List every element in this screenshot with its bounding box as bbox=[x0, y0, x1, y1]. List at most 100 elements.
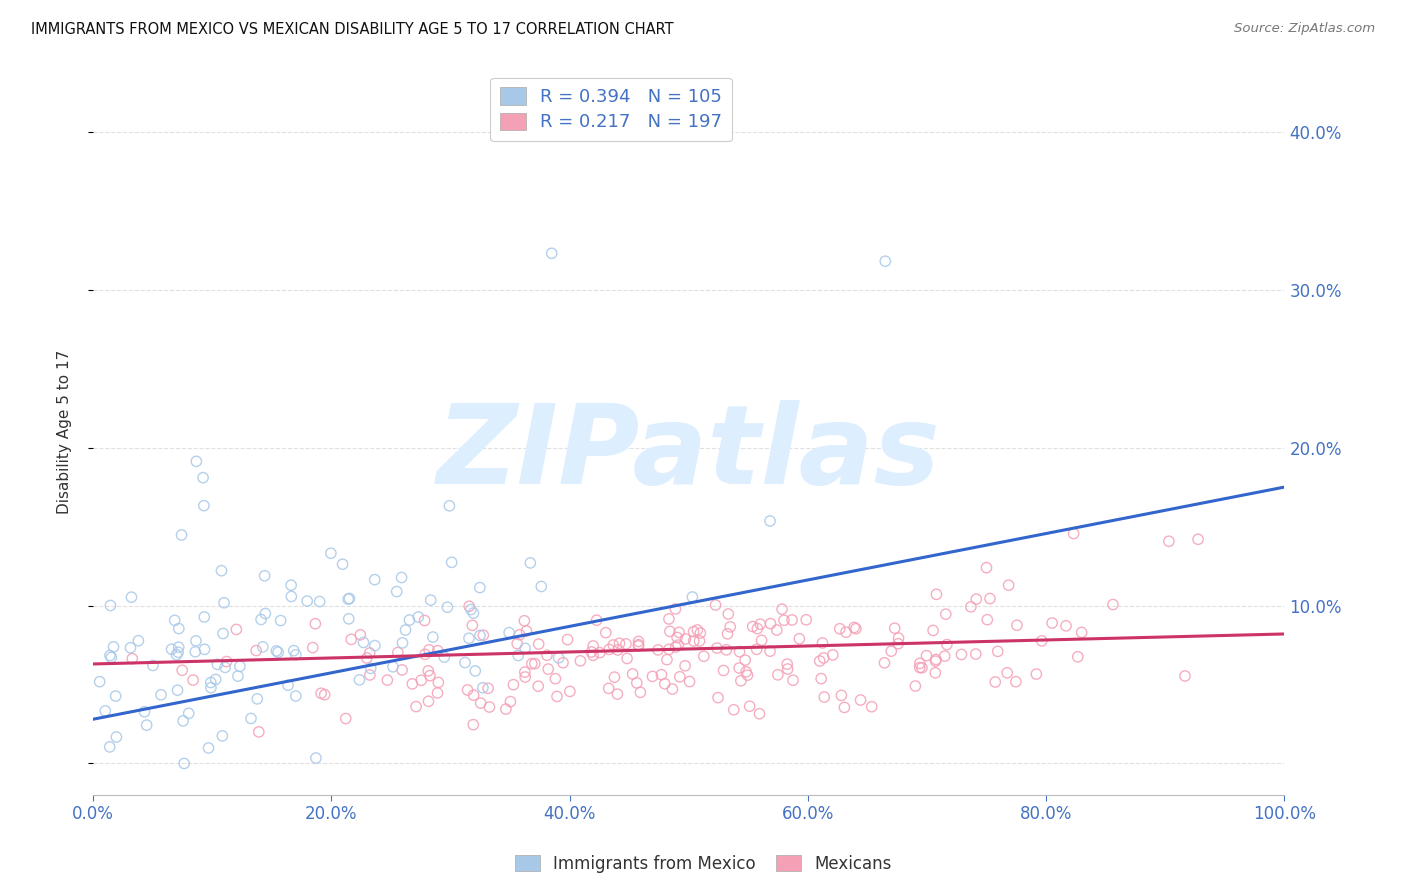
Point bbox=[530, 579, 553, 593]
Point bbox=[339, 591, 361, 606]
Point bbox=[513, 614, 536, 628]
Point bbox=[89, 674, 111, 689]
Point bbox=[595, 625, 617, 640]
Point bbox=[614, 637, 637, 651]
Point bbox=[924, 654, 946, 668]
Point bbox=[665, 640, 688, 654]
Point bbox=[682, 624, 704, 639]
Point bbox=[924, 665, 946, 680]
Point bbox=[340, 632, 363, 647]
Point bbox=[458, 632, 481, 646]
Point bbox=[284, 648, 307, 662]
Point bbox=[212, 626, 235, 640]
Point bbox=[301, 640, 323, 655]
Point bbox=[1040, 615, 1063, 630]
Point bbox=[922, 624, 945, 638]
Point bbox=[463, 688, 485, 702]
Point bbox=[728, 645, 751, 659]
Point bbox=[426, 643, 449, 657]
Point bbox=[735, 665, 758, 679]
Point bbox=[127, 633, 149, 648]
Point bbox=[468, 628, 491, 642]
Point bbox=[360, 661, 382, 675]
Point bbox=[689, 634, 711, 648]
Point bbox=[925, 652, 948, 666]
Point bbox=[834, 700, 856, 714]
Point bbox=[664, 602, 686, 616]
Point bbox=[142, 658, 165, 673]
Point bbox=[172, 663, 194, 677]
Point bbox=[734, 653, 756, 667]
Point bbox=[458, 599, 481, 614]
Point bbox=[419, 668, 441, 682]
Point bbox=[103, 640, 125, 654]
Point bbox=[759, 514, 782, 528]
Point bbox=[875, 254, 897, 268]
Point bbox=[280, 590, 302, 604]
Point bbox=[166, 648, 188, 662]
Point bbox=[364, 573, 387, 587]
Point bbox=[551, 656, 574, 670]
Point bbox=[627, 639, 650, 653]
Point bbox=[976, 613, 998, 627]
Point bbox=[773, 613, 796, 627]
Point bbox=[246, 691, 269, 706]
Point bbox=[546, 690, 568, 704]
Point bbox=[728, 661, 751, 675]
Point bbox=[606, 643, 628, 657]
Point bbox=[270, 614, 292, 628]
Point bbox=[647, 643, 669, 657]
Point bbox=[478, 700, 501, 714]
Point bbox=[606, 687, 628, 701]
Point bbox=[693, 649, 716, 664]
Point bbox=[304, 616, 326, 631]
Point bbox=[794, 613, 817, 627]
Point bbox=[314, 688, 336, 702]
Point bbox=[810, 672, 832, 686]
Point bbox=[765, 623, 787, 637]
Point bbox=[252, 640, 274, 654]
Point bbox=[904, 679, 927, 693]
Point bbox=[569, 654, 592, 668]
Point bbox=[226, 669, 249, 683]
Point bbox=[780, 613, 803, 627]
Point bbox=[741, 619, 763, 633]
Point bbox=[745, 642, 768, 657]
Point bbox=[463, 606, 485, 620]
Point bbox=[915, 648, 938, 663]
Point bbox=[172, 714, 194, 728]
Point bbox=[177, 706, 200, 721]
Point bbox=[418, 694, 440, 708]
Point bbox=[716, 643, 738, 657]
Point bbox=[477, 681, 499, 696]
Point bbox=[704, 598, 727, 612]
Point bbox=[94, 704, 117, 718]
Point bbox=[309, 686, 332, 700]
Point bbox=[598, 642, 620, 657]
Point bbox=[908, 657, 931, 671]
Point bbox=[675, 632, 697, 646]
Point bbox=[359, 646, 381, 660]
Point bbox=[436, 600, 458, 615]
Point bbox=[253, 568, 276, 582]
Point bbox=[849, 693, 872, 707]
Point bbox=[250, 612, 273, 626]
Point bbox=[200, 675, 222, 690]
Point bbox=[166, 683, 188, 698]
Point bbox=[925, 587, 948, 601]
Point bbox=[391, 570, 413, 584]
Point bbox=[422, 630, 444, 644]
Point bbox=[356, 651, 378, 665]
Point bbox=[737, 668, 759, 682]
Point bbox=[284, 689, 307, 703]
Point bbox=[979, 591, 1001, 606]
Point bbox=[186, 454, 208, 468]
Point bbox=[167, 645, 190, 659]
Text: Source: ZipAtlas.com: Source: ZipAtlas.com bbox=[1234, 22, 1375, 36]
Point bbox=[349, 673, 371, 687]
Point bbox=[908, 660, 931, 674]
Point bbox=[170, 528, 193, 542]
Point bbox=[150, 688, 173, 702]
Point bbox=[513, 665, 536, 679]
Point bbox=[167, 640, 190, 655]
